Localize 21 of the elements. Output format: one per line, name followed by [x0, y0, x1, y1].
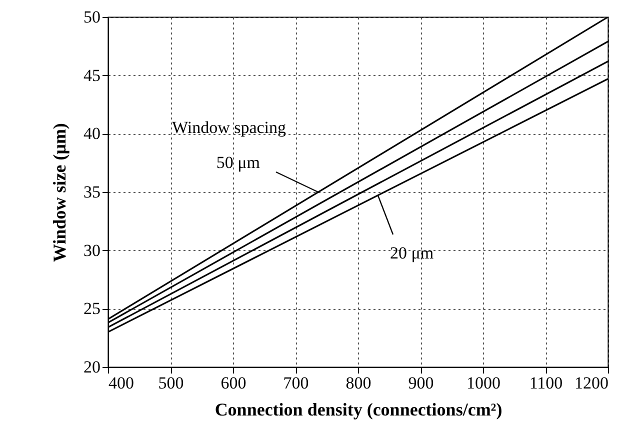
annotation: 20 μm	[390, 244, 434, 262]
y-tick-label: 45	[84, 66, 100, 85]
x-tick-label: 700	[283, 374, 309, 392]
y-tick-label: 30	[84, 240, 100, 260]
annotation: 50 μm	[216, 153, 260, 172]
x-axis-title: Connection density (connections/cm²)	[214, 400, 502, 420]
x-tick-label: 1100	[529, 374, 563, 392]
y-axis-title: Window size (μm)	[50, 123, 70, 262]
x-tick-label: 400	[108, 374, 134, 392]
x-tick-label: 900	[408, 374, 434, 392]
x-tick-label: 1000	[466, 374, 500, 392]
annotation: Window spacing	[172, 118, 287, 137]
y-tick-label: 20	[84, 358, 100, 376]
y-tick-label: 40	[84, 124, 100, 144]
x-tick-label: 800	[346, 374, 372, 392]
x-tick-label: 500	[158, 374, 184, 392]
x-tick-label: 1200	[574, 374, 608, 392]
x-tick-label: 600	[220, 374, 246, 392]
y-tick-label: 50	[84, 8, 100, 26]
y-tick-label: 35	[84, 182, 100, 202]
y-tick-label: 25	[84, 299, 100, 318]
